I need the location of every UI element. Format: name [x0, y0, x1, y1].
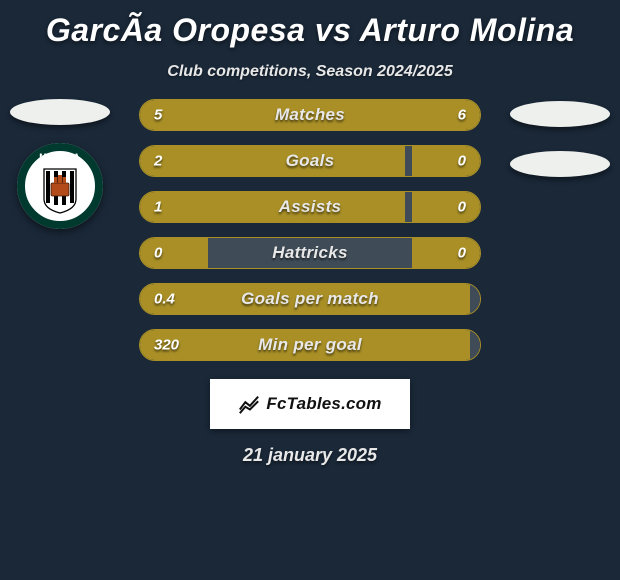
- stat-bar-gap: [405, 192, 412, 222]
- crest-left-svg: MERIDA: [17, 143, 103, 229]
- stat-bar-gap: [470, 284, 480, 314]
- stat-bar-left: [140, 146, 405, 176]
- watermark-box: FcTables.com: [210, 379, 410, 429]
- stat-value-left: 2: [154, 153, 162, 170]
- stat-row: 0.4 Goals per match: [139, 283, 481, 315]
- comparison-stage: MERIDA 56Matches20Goals10Assists00Hattr: [0, 99, 620, 466]
- stat-value-right: 6: [458, 107, 466, 124]
- stat-label: Goals per match: [241, 289, 379, 309]
- stat-value-left: 1: [154, 199, 162, 216]
- crest-left-group: MERIDA: [10, 99, 110, 229]
- crest-right-shadow-2: [510, 151, 610, 177]
- stat-label: Matches: [275, 105, 345, 125]
- stat-value-left: 0.4: [154, 291, 175, 308]
- crest-left-badge: MERIDA: [17, 143, 103, 229]
- player1-name: GarcÃ­a Oropesa: [46, 12, 306, 48]
- stat-label: Hattricks: [272, 243, 347, 263]
- stat-row: 0 0 Hattricks: [139, 237, 481, 269]
- stat-bar-left: [140, 238, 208, 268]
- player2-name: Arturo Molina: [360, 12, 574, 48]
- stat-label: Assists: [279, 197, 342, 217]
- stat-bar-right: [412, 192, 480, 222]
- vs-text: vs: [315, 12, 352, 48]
- stat-bar-left: [140, 192, 405, 222]
- stat-value-left: 320: [154, 337, 179, 354]
- stat-bar-gap: [405, 146, 412, 176]
- comparison-title: GarcÃ­a Oropesa vs Arturo Molina: [0, 0, 620, 49]
- stat-value-right: 0: [458, 153, 466, 170]
- stat-row: 1 0 Assists: [139, 191, 481, 223]
- stat-row: 320 Min per goal: [139, 329, 481, 361]
- stat-bar-left: [140, 100, 290, 130]
- stat-value-left: 0: [154, 245, 162, 262]
- stat-bar-right: [412, 146, 480, 176]
- crest-right-shadow-1: [510, 101, 610, 127]
- stat-value-right: 0: [458, 245, 466, 262]
- stat-value-right: 0: [458, 199, 466, 216]
- stat-label: Min per goal: [258, 335, 362, 355]
- stat-value-left: 5: [154, 107, 162, 124]
- comparison-subtitle: Club competitions, Season 2024/2025: [0, 63, 620, 81]
- stat-row: 5 6 Matches: [139, 99, 481, 131]
- crest-right-group: [510, 99, 610, 177]
- stat-label: Goals: [286, 151, 335, 171]
- comparison-date: 21 january 2025: [0, 445, 620, 466]
- stat-bar-gap: [470, 330, 480, 360]
- crest-left-shadow-1: [10, 99, 110, 125]
- svg-text:MERIDA: MERIDA: [39, 152, 81, 162]
- stat-row: 2 0 Goals: [139, 145, 481, 177]
- chart-icon: [238, 393, 260, 415]
- stat-bars: 5 6 Matches 2 0 Goals 1 0 Assists 0 0 Hattricks 0.4 G…: [139, 99, 481, 361]
- stat-bar-right: [412, 238, 480, 268]
- watermark-text: FcTables.com: [266, 394, 381, 414]
